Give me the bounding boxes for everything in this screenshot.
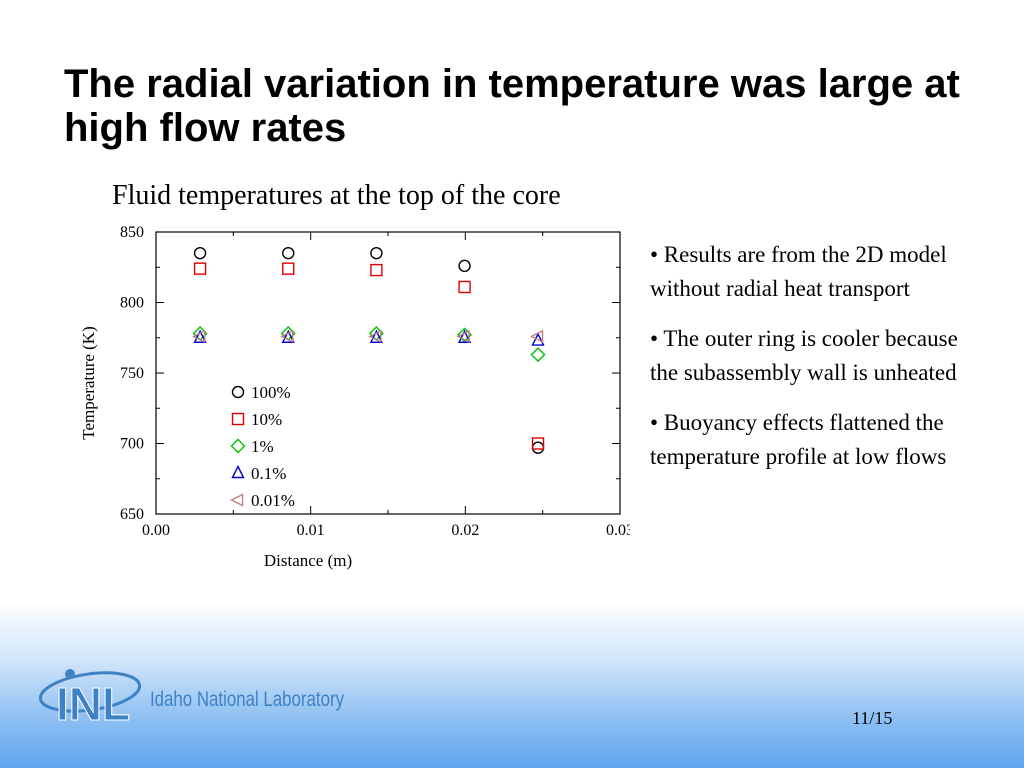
y-tick-label: 850 xyxy=(120,224,144,241)
legend-label: 10% xyxy=(251,410,282,429)
x-axis-label: Distance (m) xyxy=(264,551,352,570)
logo-letters: INL xyxy=(56,678,130,728)
legend-marker xyxy=(230,438,246,454)
x-tick-label: 0.03 xyxy=(606,522,630,539)
plot-frame xyxy=(155,231,621,515)
legend-marker xyxy=(231,412,245,426)
legend-marker xyxy=(231,464,245,479)
data-point xyxy=(368,329,382,343)
bullet-item: • Results are from the 2D model without … xyxy=(650,242,947,301)
data-point xyxy=(531,441,545,454)
y-axis-label: Temperature (K) xyxy=(79,326,98,440)
page-number: 11/15 xyxy=(852,708,893,728)
logo-dot xyxy=(65,669,75,679)
legend-marker xyxy=(231,385,245,399)
y-tick-label: 800 xyxy=(120,295,144,312)
x-tick-label: 0.02 xyxy=(451,522,479,539)
legend-marker xyxy=(229,493,244,507)
data-point xyxy=(369,329,384,343)
data-point xyxy=(280,329,294,343)
inl-logo: INL Idaho National Laboratory xyxy=(38,669,344,728)
data-point xyxy=(193,262,207,275)
bullet-list: • Results are from the 2D model without … xyxy=(650,238,990,490)
data-point xyxy=(531,437,545,450)
data-point xyxy=(457,329,472,343)
data-point xyxy=(193,246,207,260)
legend-label: 100% xyxy=(251,383,291,402)
data-point xyxy=(530,347,546,363)
legend-label: 1% xyxy=(251,437,274,456)
legend-label: 0.01% xyxy=(251,491,295,510)
data-point xyxy=(370,246,383,260)
bullet-item: • Buoyancy effects flattened the tempera… xyxy=(650,410,947,469)
data-point xyxy=(282,246,295,260)
y-tick-label: 700 xyxy=(120,436,144,453)
slide-title: The radial variation in temperature was … xyxy=(64,62,960,150)
y-tick-label: 650 xyxy=(120,506,144,523)
bullet-item: • The outer ring is cooler because the s… xyxy=(650,326,958,385)
data-point xyxy=(193,329,207,343)
x-tick-label: 0.01 xyxy=(297,522,325,539)
data-point xyxy=(370,263,383,277)
logo-orbit xyxy=(38,671,142,713)
data-point xyxy=(456,329,470,343)
temperature-scatter-chart: 0.00 0.01 0.02 0.03 650 700 750 800 850 Distance … xyxy=(79,224,630,570)
data-point xyxy=(531,332,545,346)
logo-text: Idaho National Laboratory xyxy=(150,688,344,711)
data-point xyxy=(458,280,471,294)
legend-label: 0.1% xyxy=(251,464,286,483)
data-point xyxy=(529,329,544,343)
data-point xyxy=(282,262,295,275)
y-tick-label: 750 xyxy=(120,365,144,382)
data-point xyxy=(192,329,206,343)
x-tick-label: 0.00 xyxy=(142,522,170,539)
chart-title: Fluid temperatures at the top of the cor… xyxy=(112,180,561,211)
data-point xyxy=(458,259,471,273)
data-point xyxy=(281,329,295,343)
footer-gradient xyxy=(0,600,1024,768)
